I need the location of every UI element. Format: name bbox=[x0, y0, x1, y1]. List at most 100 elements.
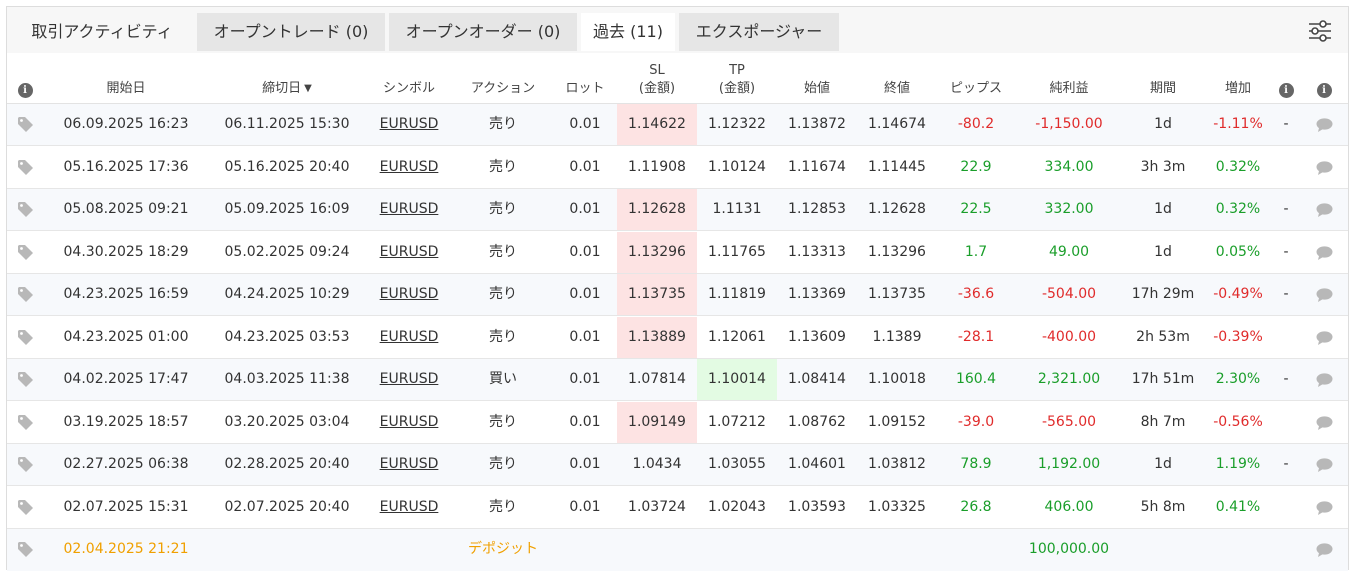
col-lot[interactable]: ロット bbox=[565, 81, 605, 96]
cell-pips: 22.9 bbox=[960, 158, 992, 175]
cell-extra bbox=[1273, 317, 1299, 358]
info-icon[interactable]: i bbox=[1311, 53, 1337, 103]
cell-duration: 17h 29m bbox=[1131, 286, 1195, 302]
cell-symbol[interactable]: EURUSD bbox=[379, 498, 439, 515]
cell-open-price: 1.08762 bbox=[788, 413, 846, 430]
cell-symbol[interactable]: EURUSD bbox=[379, 371, 439, 387]
tag-icon[interactable] bbox=[17, 286, 34, 307]
tab-open-orders[interactable]: オープンオーダー (0) bbox=[389, 13, 577, 51]
cell-open-date: 05.08.2025 09:21 bbox=[63, 201, 189, 217]
cell-symbol[interactable]: EURUSD bbox=[379, 158, 439, 175]
comment-icon[interactable] bbox=[1316, 203, 1333, 222]
comment-icon[interactable] bbox=[1316, 500, 1333, 520]
tab-bar: 取引アクティビティ オープントレード (0) オープンオーダー (0) 過去 (… bbox=[7, 7, 1348, 53]
comment-icon[interactable] bbox=[1316, 330, 1333, 350]
tag-icon[interactable] bbox=[17, 116, 34, 137]
col-close-date[interactable]: 締切日 ▼ bbox=[262, 81, 312, 96]
comment-icon[interactable] bbox=[1316, 458, 1333, 477]
tag-icon[interactable] bbox=[17, 159, 34, 180]
cell-profit: 2,321.00 bbox=[1037, 371, 1101, 387]
cell-sl: 1.07814 bbox=[628, 371, 686, 387]
cell-open-price: 1.13872 bbox=[788, 116, 846, 132]
col-action[interactable]: アクション bbox=[470, 81, 536, 96]
cell-symbol[interactable]: EURUSD bbox=[379, 201, 439, 217]
cell-duration: 1d bbox=[1154, 116, 1172, 132]
col-sl[interactable]: SL (金額) bbox=[638, 63, 676, 96]
tag-icon[interactable] bbox=[17, 414, 34, 435]
table-row: 04.30.2025 18:29 05.02.2025 09:24 EURUSD 売り… bbox=[7, 231, 1348, 274]
comment-icon[interactable] bbox=[1316, 415, 1333, 435]
cell-action: 売り bbox=[489, 201, 517, 217]
cell-pips: -36.6 bbox=[957, 286, 995, 302]
tag-icon[interactable] bbox=[17, 244, 34, 265]
info-icon[interactable]: i bbox=[1273, 53, 1299, 103]
cell-profit: -1,150.00 bbox=[1035, 116, 1103, 132]
cell-profit: -565.00 bbox=[1041, 413, 1097, 430]
cell-pips: -28.1 bbox=[957, 328, 995, 345]
cell-close-date: 02.07.2025 20:40 bbox=[224, 498, 350, 515]
cell-profit: 406.00 bbox=[1044, 498, 1094, 515]
cell-symbol[interactable]: EURUSD bbox=[379, 286, 439, 302]
cell-gain: 0.32% bbox=[1215, 158, 1261, 175]
cell-profit: 332.00 bbox=[1044, 201, 1094, 217]
comment-icon[interactable] bbox=[1316, 118, 1333, 137]
col-pips[interactable]: ピップス bbox=[949, 81, 1002, 96]
table-row: 04.23.2025 01:00 04.23.2025 03:53 EURUSD 売り… bbox=[7, 316, 1348, 359]
comment-icon[interactable] bbox=[1316, 288, 1333, 307]
col-open-price[interactable]: 始値 bbox=[803, 81, 830, 96]
col-open-date[interactable]: 開始日 bbox=[106, 81, 146, 96]
cell-sl: 1.11908 bbox=[628, 158, 686, 175]
cell-duration: 8h 7m bbox=[1140, 413, 1186, 430]
cell-open-date: 06.09.2025 16:23 bbox=[63, 116, 189, 132]
col-profit[interactable]: 純利益 bbox=[1049, 81, 1089, 96]
tab-exposure[interactable]: エクスポージャー bbox=[679, 13, 839, 51]
cell-close-date: 06.11.2025 15:30 bbox=[224, 116, 350, 132]
sliders-icon[interactable] bbox=[1306, 17, 1334, 45]
cell-sl: 1.09149 bbox=[617, 401, 697, 443]
cell-action: 売り bbox=[489, 243, 517, 260]
tag-icon[interactable] bbox=[17, 371, 34, 392]
comment-icon[interactable] bbox=[1316, 245, 1333, 265]
cell-close-price: 1.03325 bbox=[868, 498, 926, 515]
comment-icon[interactable] bbox=[1316, 373, 1333, 392]
col-duration[interactable]: 期間 bbox=[1149, 81, 1176, 96]
comment-icon[interactable] bbox=[1316, 543, 1333, 562]
tag-icon[interactable] bbox=[17, 329, 34, 350]
cell-extra bbox=[1273, 402, 1299, 443]
cell-action: 売り bbox=[489, 456, 517, 472]
tag-icon[interactable] bbox=[17, 456, 34, 477]
tag-icon[interactable] bbox=[17, 499, 34, 520]
col-tp[interactable]: TP (金額) bbox=[718, 63, 756, 96]
cell-close-price: 1.09152 bbox=[868, 413, 926, 430]
cell-tp: 1.03055 bbox=[708, 456, 766, 472]
cell-symbol[interactable]: EURUSD bbox=[379, 456, 439, 472]
cell-sl: 1.13735 bbox=[617, 274, 697, 315]
cell-profit: 1,192.00 bbox=[1037, 456, 1101, 472]
info-icon[interactable]: i bbox=[7, 53, 43, 103]
cell-action: 売り bbox=[489, 286, 517, 302]
cell-extra: - bbox=[1283, 456, 1289, 472]
cell-symbol[interactable]: EURUSD bbox=[379, 413, 439, 430]
col-close-price[interactable]: 終値 bbox=[883, 81, 910, 96]
tab-open-trades[interactable]: オープントレード (0) bbox=[197, 13, 385, 51]
cell-symbol[interactable]: EURUSD bbox=[379, 116, 439, 132]
tab-trading-activity[interactable]: 取引アクティビティ bbox=[31, 22, 173, 41]
cell-symbol[interactable]: EURUSD bbox=[379, 243, 439, 260]
cell-close-price: 1.03812 bbox=[868, 456, 926, 472]
tag-icon[interactable] bbox=[17, 541, 34, 562]
cell-open-price: 1.12853 bbox=[788, 201, 846, 217]
cell-pips: -39.0 bbox=[957, 413, 995, 430]
cell-symbol[interactable]: EURUSD bbox=[379, 328, 439, 345]
tag-icon[interactable] bbox=[17, 201, 34, 222]
col-symbol[interactable]: シンボル bbox=[382, 81, 435, 96]
cell-sl: 1.12628 bbox=[617, 189, 697, 230]
cell-close-price: 1.14674 bbox=[868, 116, 926, 132]
tab-history[interactable]: 過去 (11) bbox=[581, 13, 675, 51]
cell-gain: -1.11% bbox=[1213, 116, 1263, 132]
cell-duration: 1d bbox=[1154, 201, 1172, 217]
cell-tp: 1.1131 bbox=[712, 201, 762, 217]
col-gain[interactable]: 増加 bbox=[1224, 81, 1251, 96]
cell-action: 売り bbox=[489, 116, 517, 132]
cell-profit: 334.00 bbox=[1044, 158, 1094, 175]
comment-icon[interactable] bbox=[1316, 160, 1333, 180]
